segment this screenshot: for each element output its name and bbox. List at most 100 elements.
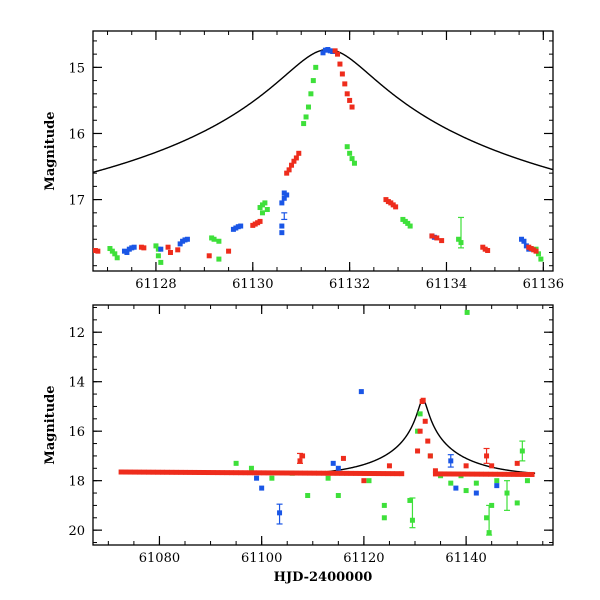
data-point-red bbox=[344, 91, 350, 97]
data-point-red bbox=[175, 247, 181, 253]
data-point-red bbox=[529, 471, 535, 477]
data-point-red bbox=[286, 167, 292, 173]
data-point-red bbox=[257, 218, 263, 224]
data-point-green bbox=[458, 240, 464, 246]
data-point-green bbox=[381, 515, 387, 521]
data-point-red bbox=[439, 238, 445, 244]
data-point-red bbox=[362, 470, 368, 476]
data-point-green bbox=[109, 248, 115, 254]
data-point-red bbox=[284, 470, 290, 476]
data-point-green bbox=[448, 480, 454, 486]
data-point-green bbox=[494, 478, 500, 484]
data-point-red bbox=[432, 471, 438, 477]
data-point-red bbox=[298, 470, 304, 476]
data-point-red bbox=[330, 470, 336, 476]
data-point-green bbox=[349, 156, 355, 162]
data-point-blue bbox=[521, 238, 527, 244]
data-point-green bbox=[473, 480, 479, 486]
data-point-red bbox=[247, 470, 253, 476]
data-point-red bbox=[296, 150, 302, 156]
data-point-red bbox=[291, 158, 297, 164]
x-tick-label: 61100 bbox=[241, 551, 282, 566]
data-point-red bbox=[386, 463, 392, 469]
data-point-green bbox=[351, 160, 357, 166]
x-tick-label: 61130 bbox=[232, 277, 273, 292]
data-point-red bbox=[344, 470, 350, 476]
data-point-red bbox=[146, 469, 152, 475]
data-point-green bbox=[305, 493, 311, 499]
data-point-red bbox=[337, 61, 343, 67]
data-point-red bbox=[340, 455, 346, 461]
data-point-red bbox=[226, 248, 232, 254]
data-point-red bbox=[483, 471, 489, 477]
data-point-green bbox=[514, 500, 520, 506]
data-point-red bbox=[371, 471, 377, 477]
data-point-red bbox=[164, 469, 170, 475]
data-point-green bbox=[264, 207, 270, 213]
data-point-red bbox=[173, 469, 179, 475]
data-point-green bbox=[248, 465, 254, 471]
data-point-red bbox=[385, 471, 391, 477]
data-point-green bbox=[269, 475, 275, 481]
data-point-red bbox=[210, 470, 216, 476]
data-point-red bbox=[325, 470, 331, 476]
data-point-green bbox=[335, 493, 341, 499]
data-point-red bbox=[165, 244, 171, 250]
data-point-green bbox=[417, 411, 423, 417]
data-point-red bbox=[469, 471, 475, 477]
data-point-red bbox=[367, 470, 373, 476]
plot-area bbox=[93, 47, 553, 265]
data-point-red bbox=[434, 235, 440, 241]
data-point-blue bbox=[358, 389, 364, 395]
data-point-red bbox=[533, 248, 539, 254]
data-point-red bbox=[289, 162, 295, 168]
data-point-green bbox=[484, 515, 490, 521]
data-point-red bbox=[242, 470, 248, 476]
data-point-green bbox=[325, 475, 331, 481]
data-point-red bbox=[357, 470, 363, 476]
data-point-green bbox=[524, 478, 530, 484]
y-tick-label: 20 bbox=[68, 524, 85, 539]
y-tick-label: 18 bbox=[68, 475, 85, 490]
data-point-red bbox=[334, 470, 340, 476]
data-point-red bbox=[275, 470, 281, 476]
y-tick-label: 16 bbox=[68, 127, 85, 142]
data-point-blue bbox=[453, 485, 459, 491]
data-point-red bbox=[137, 469, 143, 475]
data-point-red bbox=[514, 460, 520, 466]
data-point-green bbox=[463, 488, 469, 494]
data-point-red bbox=[224, 470, 230, 476]
data-point-red bbox=[141, 469, 147, 475]
data-point-red bbox=[167, 249, 173, 255]
data-point-green bbox=[216, 238, 222, 244]
data-point-red bbox=[335, 51, 341, 57]
data-point-green bbox=[409, 517, 415, 523]
data-point-red bbox=[515, 471, 521, 477]
data-point-red bbox=[342, 81, 348, 87]
data-point-red bbox=[132, 469, 138, 475]
data-point-red bbox=[478, 471, 484, 477]
data-point-red bbox=[206, 253, 212, 259]
data-point-red bbox=[437, 471, 443, 477]
data-point-green bbox=[407, 497, 413, 503]
data-point-red bbox=[511, 471, 517, 477]
data-point-red bbox=[520, 471, 526, 477]
data-point-red bbox=[442, 471, 448, 477]
data-point-red bbox=[474, 471, 480, 477]
top-panel-chart: 61128 61130 61132 61134 61136 15 16 17 Magnitude bbox=[43, 30, 564, 292]
data-point-red bbox=[455, 471, 461, 477]
y-tick-label: 16 bbox=[68, 425, 85, 440]
data-point-green bbox=[381, 502, 387, 508]
data-point-blue bbox=[277, 510, 283, 516]
data-point-red bbox=[332, 48, 338, 54]
data-point-red bbox=[265, 470, 271, 476]
data-point-green bbox=[153, 243, 159, 249]
data-point-red bbox=[302, 470, 308, 476]
data-point-green bbox=[112, 251, 118, 257]
data-point-red bbox=[393, 204, 399, 210]
data-point-red bbox=[196, 469, 202, 475]
data-point-red bbox=[160, 469, 166, 475]
data-point-blue bbox=[259, 485, 265, 491]
data-point-red bbox=[256, 470, 262, 476]
